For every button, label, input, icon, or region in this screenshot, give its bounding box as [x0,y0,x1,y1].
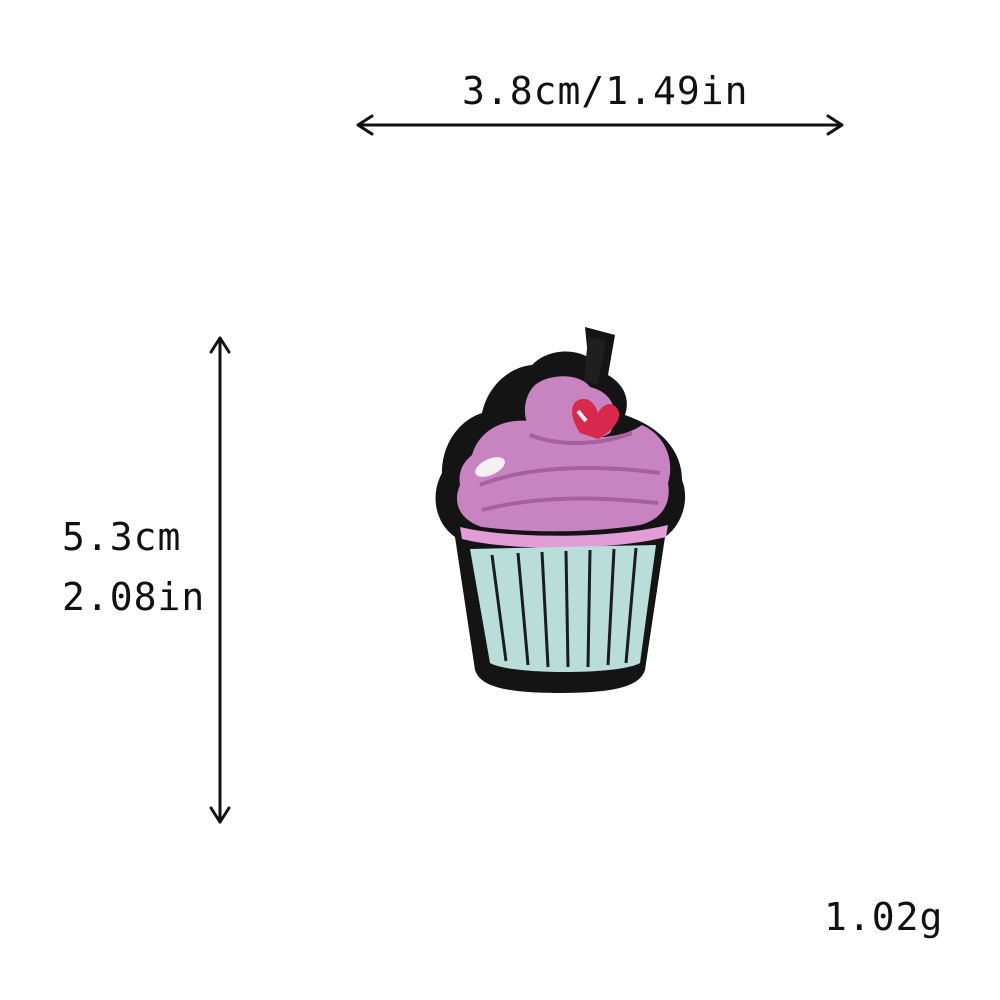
frosting-highlight [475,457,505,477]
cherry-stem [584,337,606,385]
wrapper-stripes [490,547,638,668]
height-dimension-cm-label: 5.3cm [62,515,182,559]
width-dimension-label: 3.8cm/1.49in [462,69,749,113]
height-arrow [209,336,231,824]
cherry-highlight [576,409,588,423]
frosting-rim [460,525,668,548]
cupcake-embroidered-patch-icon [435,327,686,693]
cherry-icon [572,399,620,439]
width-arrow [356,114,844,136]
frosting-swirls [479,431,661,512]
weight-label: 1.02g [824,895,944,939]
height-dimension-in-label: 2.08in [62,575,206,619]
